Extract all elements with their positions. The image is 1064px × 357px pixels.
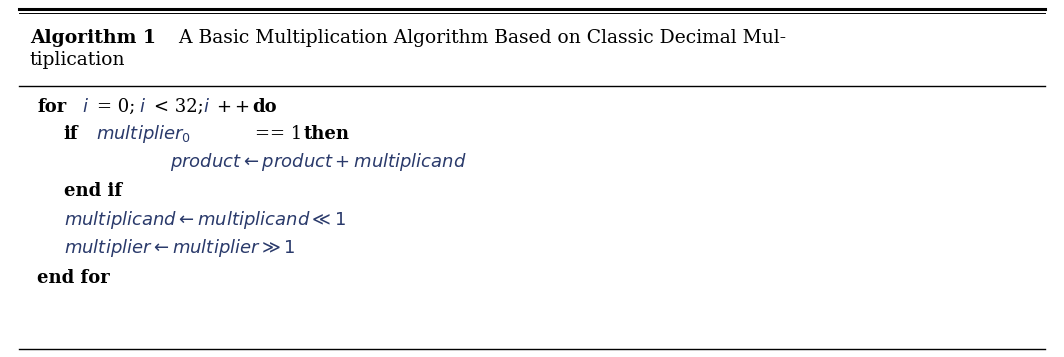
Text: then: then — [303, 125, 349, 143]
Text: == 1: == 1 — [255, 125, 302, 143]
Text: $i$: $i$ — [139, 98, 147, 116]
Text: $++$: $++$ — [216, 98, 250, 116]
Text: < 32;: < 32; — [154, 98, 204, 116]
Text: if: if — [64, 125, 79, 143]
Text: $\mathit{product} \leftarrow \mathit{product} + \mathit{multiplicand}$: $\mathit{product} \leftarrow \mathit{pro… — [170, 151, 467, 174]
Text: $\mathit{multiplier}_0$: $\mathit{multiplier}_0$ — [96, 123, 190, 145]
Text: do: do — [252, 98, 277, 116]
Text: $i$: $i$ — [203, 98, 211, 116]
Text: for: for — [37, 98, 66, 116]
Text: tiplication: tiplication — [30, 51, 126, 69]
Text: A Basic Multiplication Algorithm Based on Classic Decimal Mul-: A Basic Multiplication Algorithm Based o… — [173, 29, 786, 47]
Text: = 0;: = 0; — [97, 98, 135, 116]
Text: $i$: $i$ — [82, 98, 89, 116]
Text: end if: end if — [64, 182, 122, 200]
Text: $\mathit{multiplier} \leftarrow \mathit{multiplier} \gg 1$: $\mathit{multiplier} \leftarrow \mathit{… — [64, 237, 296, 259]
Text: end for: end for — [37, 270, 110, 287]
Text: $\mathit{multiplicand} \leftarrow \mathit{multiplicand} \ll 1$: $\mathit{multiplicand} \leftarrow \mathi… — [64, 208, 346, 231]
Text: Algorithm 1: Algorithm 1 — [30, 29, 155, 47]
